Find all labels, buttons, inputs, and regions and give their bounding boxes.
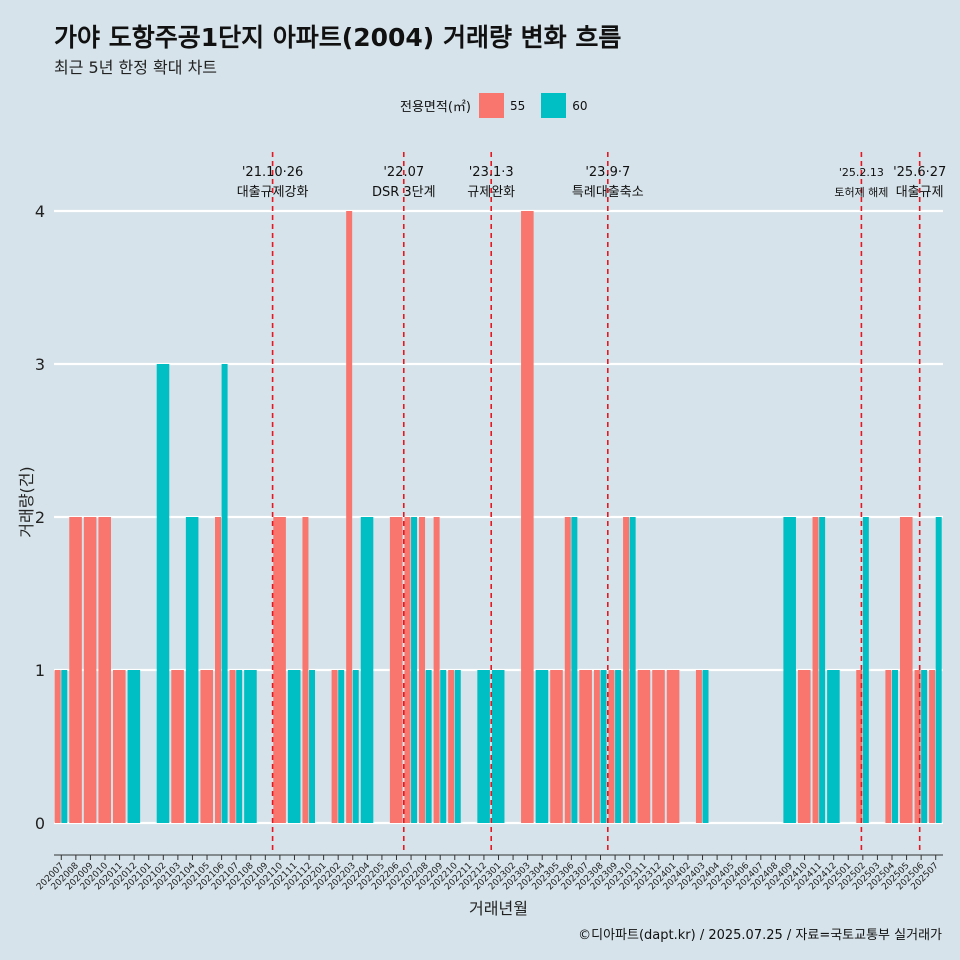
bar-202102-60	[156, 364, 170, 823]
bar-202103-55	[171, 670, 184, 823]
bar-202308-60	[600, 670, 607, 823]
legend-key-60	[541, 93, 567, 118]
bar-202309-60	[615, 670, 622, 823]
chart-subtitle: 최근 5년 한정 확대 차트	[54, 58, 218, 77]
source-caption: ©디아파트(dapt.kr) / 2025.07.25 / 자료=국토교통부 실…	[578, 928, 942, 943]
bar-202403-55	[695, 670, 702, 823]
event-date-2: '23.1·3	[469, 165, 514, 180]
bar-202106-55	[215, 517, 221, 823]
y-axis-title: 거래량(건)	[17, 466, 36, 537]
bar-202111-60	[287, 670, 301, 823]
bar-202203-60	[352, 670, 359, 823]
y-tick-label-2: 2	[35, 508, 45, 527]
bar-202506-55	[914, 670, 921, 823]
legend: 전용면적(㎡) 55 60	[400, 93, 604, 118]
bar-202310-55	[623, 517, 630, 823]
bar-202312-55	[652, 670, 665, 823]
event-date-3: '23.9·7	[585, 165, 630, 180]
bar-202307-55	[579, 670, 592, 823]
bar-202011-55	[112, 670, 126, 823]
event-label-5: 대출규제	[896, 185, 944, 200]
bar-202502-55	[856, 670, 863, 823]
event-label-2: 규제완화	[467, 185, 515, 200]
bar-202411-60	[819, 517, 826, 823]
bar-202107-55	[229, 670, 236, 823]
bar-202505-55	[899, 517, 913, 823]
event-label-1: DSR 3단계	[372, 185, 436, 200]
chart-title: 가야 도항주공1단지 아파트(2004) 거래량 변화 흐름	[54, 23, 622, 52]
bar-202412-60	[827, 670, 840, 823]
bar-202202-55	[331, 670, 338, 823]
bar-202209-55	[433, 517, 440, 823]
bar-202309-55	[608, 670, 615, 823]
bar-202207-60	[411, 517, 418, 823]
event-date-1: '22.07	[383, 165, 424, 180]
bar-202401-55	[666, 670, 680, 823]
legend-key-55	[478, 93, 504, 118]
bar-202007-60	[61, 670, 68, 823]
event-date-0: '21.10·26	[242, 165, 303, 180]
bar-202308-55	[593, 670, 600, 823]
bar-202504-60	[891, 670, 898, 823]
y-tick-label-1: 1	[35, 661, 45, 680]
bar-202304-60	[535, 670, 549, 823]
bar-202210-60	[454, 670, 461, 823]
bar-202306-60	[571, 517, 578, 823]
bar-202311-55	[637, 670, 651, 823]
bar-202204-60	[360, 517, 374, 823]
event-date-4: '25.2.13	[839, 166, 884, 179]
bar-202207-55	[404, 517, 411, 823]
bar-202411-55	[812, 517, 819, 823]
bar-202403-60	[702, 670, 709, 823]
event-label-3: 특례대출축소	[572, 185, 644, 200]
bar-202107-60	[236, 670, 243, 823]
bar-202104-60	[185, 517, 199, 823]
bar-202108-60	[244, 670, 257, 823]
bar-202009-55	[83, 517, 97, 823]
bar-202506-60	[921, 670, 928, 823]
bar-202010-55	[98, 517, 111, 823]
bar-202212-60	[477, 670, 490, 823]
bar-202007-55	[54, 670, 61, 823]
event-label-0: 대출규제강화	[237, 185, 309, 200]
legend-label-60: 60	[572, 98, 588, 113]
event-date-5: '25.6·27	[893, 165, 946, 180]
bar-202502-60	[862, 517, 869, 823]
bar-202409-60	[783, 517, 796, 823]
y-tick-label-3: 3	[35, 355, 45, 374]
bar-202504-55	[885, 670, 892, 823]
bar-202112-55	[302, 517, 309, 823]
bar-202012-60	[127, 670, 141, 823]
legend-title: 전용면적(㎡)	[400, 100, 471, 115]
bar-202301-60	[491, 670, 505, 823]
bar-202202-60	[338, 670, 345, 823]
bar-202306-55	[564, 517, 571, 823]
x-axis-title: 거래년월	[469, 899, 528, 918]
bar-202208-55	[419, 517, 426, 823]
bar-202112-60	[309, 670, 316, 823]
event-label-4: 토허제 해제	[834, 185, 888, 199]
bar-202209-60	[440, 670, 447, 823]
bar-202305-55	[550, 670, 563, 823]
bar-202203-55	[346, 211, 353, 823]
bar-202210-55	[448, 670, 455, 823]
bar-202110-55	[273, 517, 286, 823]
bar-202105-55	[200, 670, 214, 823]
bar-202507-55	[929, 670, 936, 823]
bar-202507-60	[935, 517, 942, 823]
bar-202208-60	[425, 670, 432, 823]
y-tick-label-0: 0	[35, 814, 45, 833]
bar-202303-55	[521, 211, 534, 823]
y-tick-label-4: 4	[35, 202, 45, 221]
bar-202008-55	[69, 517, 82, 823]
bar-202310-60	[629, 517, 636, 823]
bar-202106-60	[221, 364, 228, 823]
bar-202410-55	[797, 670, 811, 823]
bar-202206-55	[389, 517, 403, 823]
legend-label-55: 55	[509, 98, 526, 113]
